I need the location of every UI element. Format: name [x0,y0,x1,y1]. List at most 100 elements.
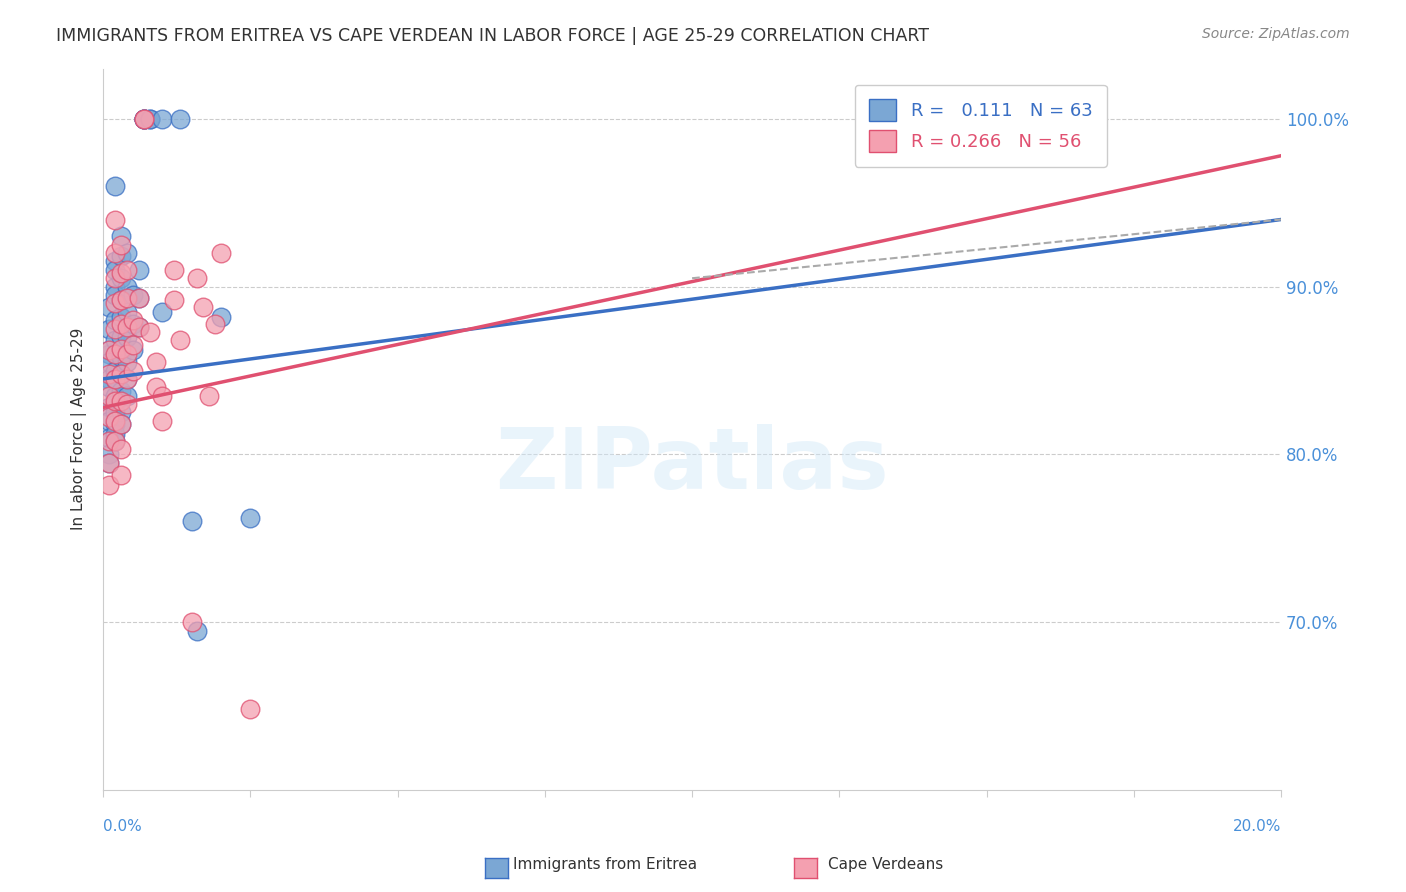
Point [115,372,138,386]
Legend: R =   0.111   N = 63, R = 0.266   N = 56: R = 0.111 N = 63, R = 0.266 N = 56 [855,85,1107,167]
Point [186,624,208,638]
Point [104,414,127,428]
Point [98,401,121,415]
Point [110,266,132,280]
Point [121,288,143,302]
Point [98,410,121,425]
Point [115,397,138,411]
Point [110,237,132,252]
Point [163,263,186,277]
Point [115,246,138,260]
Point [98,414,121,428]
Point [104,405,127,419]
Point [98,300,121,314]
Point [169,334,191,348]
Point [110,293,132,307]
Point [115,372,138,386]
Point [110,330,132,344]
Point [115,305,138,319]
Point [98,389,121,403]
Point [110,229,132,244]
Point [139,325,162,339]
Point [150,305,173,319]
Point [110,467,132,482]
Point [110,271,132,285]
Point [115,279,138,293]
Point [98,347,121,361]
Point [104,178,127,193]
Point [115,330,138,344]
Point [104,434,127,448]
Point [180,615,202,629]
Point [110,384,132,398]
Point [98,434,121,448]
Point [204,317,226,331]
Point [104,397,127,411]
Point [128,291,150,305]
Text: ZIPatlas: ZIPatlas [495,424,889,507]
Text: Source: ZipAtlas.com: Source: ZipAtlas.com [1202,27,1350,41]
Point [180,515,202,529]
Point [150,414,173,428]
Text: IMMIGRANTS FROM ERITREA VS CAPE VERDEAN IN LABOR FORCE | AGE 25-29 CORRELATION C: IMMIGRANTS FROM ERITREA VS CAPE VERDEAN … [56,27,929,45]
Point [110,367,132,381]
Point [98,355,121,369]
Point [104,347,127,361]
Point [110,310,132,324]
Point [110,393,132,408]
Point [98,380,121,394]
Point [134,112,156,126]
Point [209,246,232,260]
Point [104,417,127,432]
Point [110,249,132,263]
Point [110,417,132,432]
Text: Cape Verdeans: Cape Verdeans [828,857,943,872]
Point [110,317,132,331]
Point [186,271,208,285]
Point [110,442,132,457]
Point [163,293,186,307]
Point [104,434,127,448]
Point [110,293,132,307]
Point [115,347,138,361]
Point [115,291,138,305]
Point [110,350,132,364]
Point [104,334,127,348]
Point [104,313,127,327]
Text: 20.0%: 20.0% [1233,819,1281,834]
Point [104,389,127,403]
Point [134,112,156,126]
Point [104,321,127,335]
Point [98,477,121,491]
Point [121,313,143,327]
Point [104,279,127,293]
Point [121,343,143,358]
Point [98,367,121,381]
Y-axis label: In Labor Force | Age 25-29: In Labor Force | Age 25-29 [72,328,87,531]
Point [134,112,156,126]
Point [104,372,127,386]
Point [239,702,262,716]
Point [104,271,127,285]
Point [110,417,132,432]
Point [115,355,138,369]
Point [239,511,262,525]
Point [145,355,167,369]
Point [104,263,127,277]
Point [128,319,150,334]
Point [169,112,191,126]
Point [115,319,138,334]
Point [104,288,127,302]
Point [121,338,143,352]
Point [128,291,150,305]
Point [145,380,167,394]
Point [98,456,121,470]
Point [128,319,150,334]
Point [98,456,121,470]
Point [104,246,127,260]
Point [150,389,173,403]
Point [104,427,127,442]
Point [104,254,127,268]
Point [150,112,173,126]
Point [98,372,121,386]
